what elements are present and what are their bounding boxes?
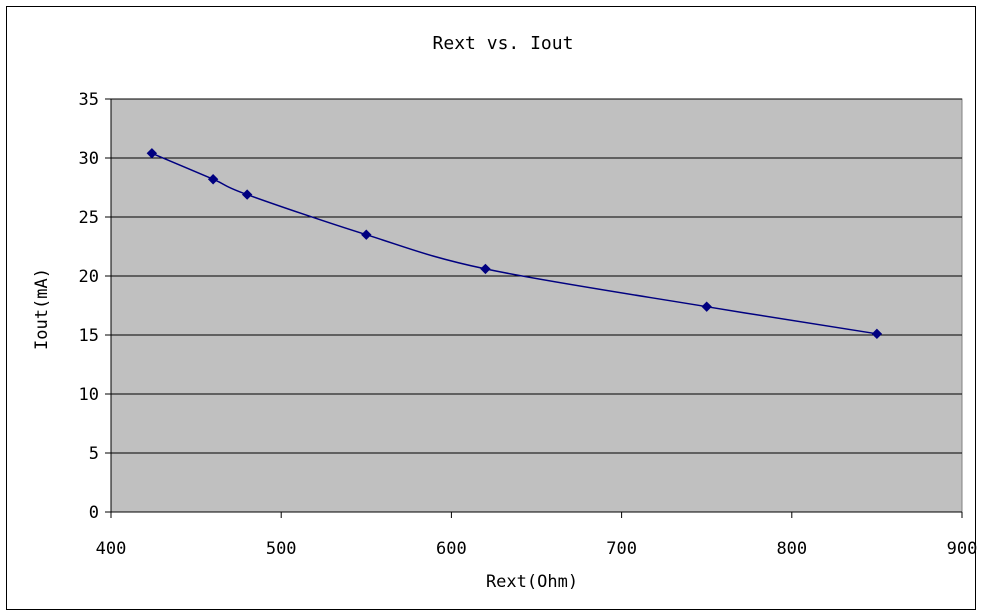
x-tick-label: 700: [606, 539, 637, 559]
data-point: [241, 189, 253, 200]
x-tick-label: 500: [266, 539, 297, 559]
data-point: [146, 148, 158, 159]
series-line: [151, 152, 878, 335]
y-tick-label: 5: [89, 444, 99, 464]
y-axis-label: Iout(mA): [32, 268, 52, 350]
x-tick-labels: 400 500 600 700 800 900: [96, 512, 978, 559]
data-point: [480, 263, 491, 275]
x-tick-label: 800: [776, 539, 807, 559]
y-tick-label: 0: [89, 503, 99, 523]
x-tick-label: 600: [436, 539, 467, 559]
data-point: [361, 229, 372, 240]
data-markers: [146, 148, 883, 340]
y-tick-label: 15: [79, 326, 99, 346]
y-tick-label: 35: [79, 90, 99, 110]
y-tick-label: 25: [79, 208, 99, 228]
y-tick-labels: 0 5 10 15 20 25 30 35: [79, 90, 111, 523]
data-point: [701, 301, 712, 312]
plot-area: [110, 98, 963, 513]
x-axis-label: Rext(Ohm): [486, 572, 578, 592]
gridlines: [111, 98, 962, 454]
chart-title: Rext vs. Iout: [433, 33, 574, 54]
x-tick-label: 400: [96, 539, 127, 559]
x-tick-label: 900: [947, 539, 978, 559]
y-tick-label: 10: [79, 385, 99, 405]
data-point: [871, 328, 883, 340]
y-tick-label: 30: [79, 149, 99, 169]
y-tick-label: 20: [79, 267, 99, 287]
data-point: [207, 174, 219, 185]
axes: [110, 99, 962, 513]
